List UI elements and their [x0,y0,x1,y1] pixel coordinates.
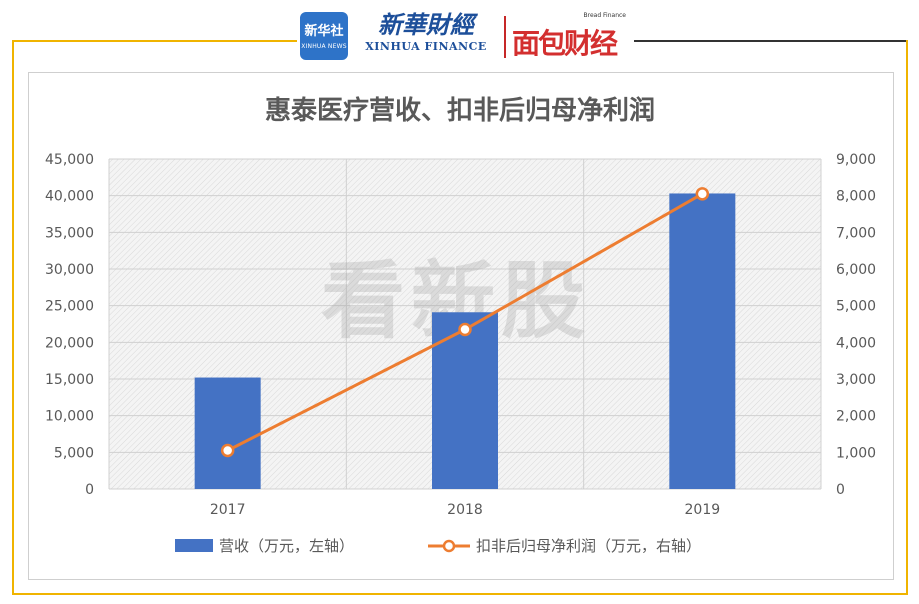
xinhua-finance-en: XINHUA FINANCE [365,40,487,53]
right-axis-tick-label: 5,000 [836,299,876,315]
left-axis-tick-label: 35,000 [45,225,94,241]
legend-line-label: 扣非后归母净利润（万元，右轴） [476,537,701,555]
logo-separator [504,16,506,58]
bread-finance-en: Bread Finance [583,12,627,19]
right-axis-tick-label: 7,000 [836,225,876,241]
legend: 营收（万元，左轴） 扣非后归母净利润（万元，右轴） [175,537,701,555]
right-axis-ticks: 0 1,000 2,000 3,000 4,000 5,000 6,000 7,000 8,00… [836,152,876,498]
right-axis-tick-label: 4,000 [836,335,876,351]
frame-top-line [12,40,297,42]
xinhua-news-logo: 新华社 XINHUA NEWS [300,12,348,60]
legend-line-marker [442,539,456,553]
profit-point [458,322,472,337]
frame-bottom-line [12,593,908,595]
right-axis-tick-label: 3,000 [836,372,876,388]
right-axis-tick-label: 0 [836,482,845,498]
left-axis-tick-label: 40,000 [45,189,94,205]
left-axis-tick-label: 0 [85,482,94,498]
left-axis-tick-label: 10,000 [45,409,94,425]
xinhua-badge-cn: 新华社 [304,24,344,39]
xinhua-finance-logo: 新華財經 XINHUA FINANCE [356,10,496,62]
right-axis-tick-label: 1,000 [836,445,876,461]
revenue-bar [432,312,498,489]
frame-right-line [906,40,908,595]
bread-finance-cn: 面包财经 [512,27,618,60]
left-axis-tick-label: 20,000 [45,335,94,351]
left-axis-tick-label: 30,000 [45,262,94,278]
x-axis-tick-label: 2017 [210,502,246,518]
x-axis-tick-label: 2018 [447,502,483,518]
logo-bar: 新华社 XINHUA NEWS 新華財經 XINHUA FINANCE Brea… [300,10,630,66]
profit-line [220,187,710,458]
right-axis-tick-label: 6,000 [836,262,876,278]
legend-bar-label: 营收（万元，左轴） [219,537,354,555]
right-axis-tick-label: 8,000 [836,189,876,205]
xinhua-finance-cn: 新華財經 [378,10,474,39]
left-axis-tick-label: 15,000 [45,372,94,388]
right-axis-tick-label: 9,000 [836,152,876,168]
bread-finance-logo: Bread Finance 面包财经 [512,12,630,60]
frame-left-line [12,40,14,595]
left-axis-tick-label: 5,000 [54,445,94,461]
chart-title: 惠泰医疗营收、扣非后归母净利润 [265,95,655,126]
profit-point [695,187,710,201]
profit-point [220,443,235,458]
revenue-bar [669,193,736,489]
frame-top-right-line [634,40,908,42]
revenue-bar [194,377,261,489]
left-axis-tick-label: 45,000 [45,152,94,168]
x-axis-ticks: 2017 2018 2019 [210,502,720,518]
left-axis-ticks: 0 5,000 10,000 15,000 20,000 25,000 30,000 35,0… [45,152,94,498]
right-axis-tick-label: 2,000 [836,409,876,425]
left-axis-tick-label: 25,000 [45,299,94,315]
legend-bar-swatch [175,539,213,552]
xinhua-badge-en: XINHUA NEWS [301,43,347,50]
x-axis-tick-label: 2019 [685,502,721,518]
bars [194,193,736,489]
